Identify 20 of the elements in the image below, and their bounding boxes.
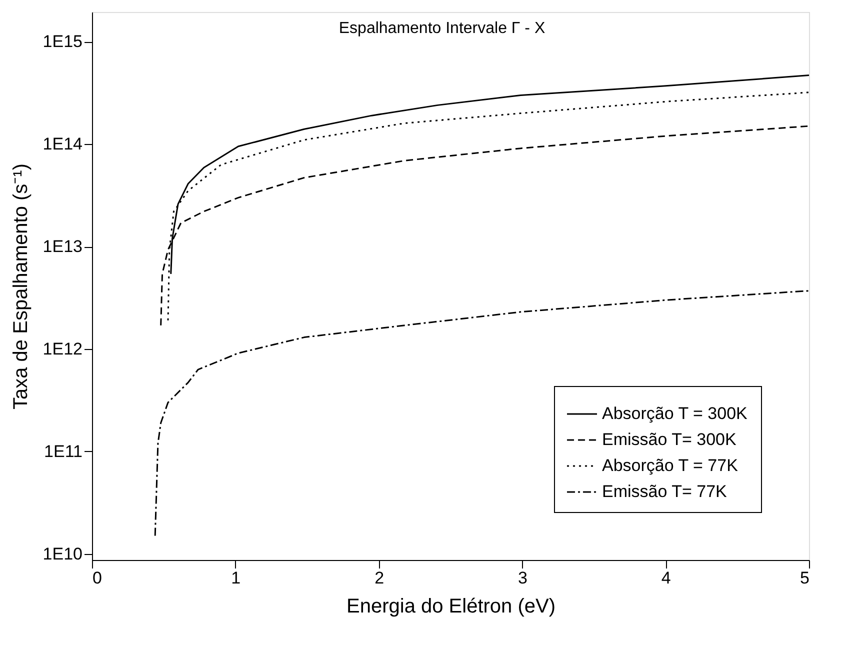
x-tick-label: 0 (92, 568, 102, 588)
annotation: Espalhamento Intervale Γ - X (338, 20, 546, 37)
y-tick-label: 1E11 (44, 442, 82, 461)
x-tick-label: 4 (661, 568, 671, 588)
legend-label: Emissão T= 77K (602, 482, 728, 501)
y-tick-label: 1E10 (42, 544, 82, 564)
x-axis-title: Energia do Elétron (eV) (346, 596, 556, 618)
x-tick-label: 1 (231, 568, 241, 588)
x-tick-label: 2 (374, 568, 384, 588)
legend-label: Emissão T= 300K (602, 430, 737, 449)
x-tick-label: 3 (518, 568, 528, 588)
y-tick-label: 1E14 (42, 134, 82, 154)
y-tick-label: 1E13 (42, 237, 82, 256)
line-series (154, 290, 810, 537)
y-tick-label: 1E15 (42, 32, 82, 52)
y-axis-title: Taxa de Espalhamento (s⁻¹) (10, 163, 32, 410)
x-tick-label: 5 (800, 568, 810, 588)
legend-label: Absorção T = 300K (602, 404, 748, 423)
legend-label: Absorção T = 77K (602, 456, 739, 475)
y-tick-label: 1E12 (42, 339, 82, 358)
